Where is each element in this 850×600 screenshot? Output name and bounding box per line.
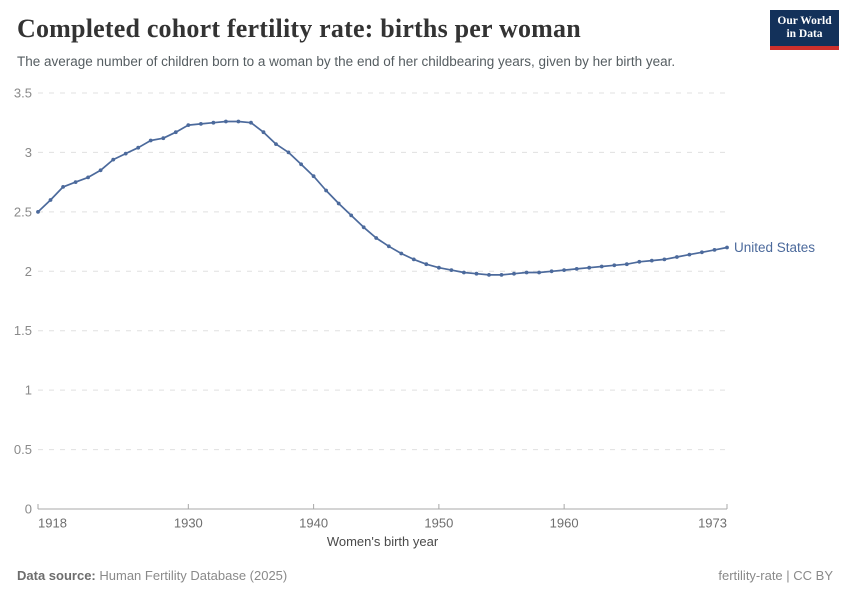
y-axis-tick-label: 0 — [25, 502, 32, 517]
data-point[interactable] — [599, 264, 604, 269]
data-point[interactable] — [712, 248, 717, 252]
data-point[interactable] — [675, 255, 679, 259]
data-point[interactable] — [374, 236, 379, 240]
data-point[interactable] — [700, 250, 704, 255]
data-point[interactable] — [562, 268, 566, 272]
page-title: Completed cohort fertility rate: births … — [17, 14, 581, 43]
data-point[interactable] — [224, 119, 228, 124]
data-point[interactable] — [537, 270, 541, 275]
y-axis-tick-label: 2.5 — [14, 204, 32, 219]
data-point[interactable] — [574, 267, 579, 271]
credit-link[interactable]: fertility-rate | CC BY — [718, 568, 833, 583]
data-source-value: Human Fertility Database (2025) — [99, 568, 288, 583]
data-point[interactable] — [299, 162, 303, 167]
data-point[interactable] — [186, 123, 191, 127]
data-point[interactable] — [36, 210, 40, 214]
data-point[interactable] — [386, 244, 391, 249]
x-axis-tick-label: 1950 — [424, 516, 453, 531]
data-source-label: Data source: — [17, 568, 96, 583]
data-point[interactable] — [161, 136, 166, 141]
data-point[interactable] — [549, 269, 554, 274]
data-point[interactable] — [199, 122, 203, 126]
data-point[interactable] — [349, 213, 354, 218]
data-point[interactable] — [687, 252, 692, 257]
data-point[interactable] — [336, 201, 341, 206]
page-subtitle: The average number of children born to a… — [17, 54, 676, 69]
owid-logo-line2: in Data — [786, 28, 823, 40]
data-point[interactable] — [612, 263, 617, 268]
data-point[interactable] — [86, 175, 90, 180]
data-point[interactable] — [637, 259, 642, 264]
data-point[interactable] — [98, 168, 103, 173]
y-axis-tick-label: 1 — [25, 383, 32, 398]
x-axis-tick-label: 1960 — [550, 516, 579, 531]
data-point[interactable] — [236, 119, 241, 124]
data-point[interactable] — [324, 188, 328, 193]
data-point[interactable] — [512, 271, 516, 276]
y-axis-tick-label: 1.5 — [14, 323, 32, 338]
data-point[interactable] — [662, 257, 667, 262]
data-point[interactable] — [173, 130, 178, 135]
data-point[interactable] — [424, 262, 429, 267]
data-point[interactable] — [437, 265, 441, 270]
data-point[interactable] — [524, 270, 529, 275]
owid-logo[interactable]: Our World in Data — [770, 10, 839, 50]
data-point[interactable] — [449, 268, 454, 272]
x-axis-tick-label: 1930 — [174, 516, 203, 531]
data-point[interactable] — [261, 130, 266, 135]
data-point[interactable] — [411, 257, 416, 262]
y-axis-tick-label: 3.5 — [14, 86, 32, 101]
owid-logo-line1: Our World — [777, 14, 832, 27]
data-point[interactable] — [249, 120, 253, 125]
data-point[interactable] — [487, 273, 491, 277]
data-point[interactable] — [274, 142, 278, 147]
y-axis-tick-label: 3 — [25, 145, 32, 160]
data-point[interactable] — [499, 273, 504, 277]
y-axis-tick-label: 0.5 — [14, 442, 32, 457]
data-source-note: Data source: Human Fertility Database (2… — [17, 568, 287, 583]
data-point[interactable] — [73, 180, 78, 185]
data-point[interactable] — [649, 258, 654, 263]
data-point[interactable] — [725, 245, 729, 250]
chart-footer: Data source: Human Fertility Database (2… — [17, 568, 833, 583]
data-point[interactable] — [148, 138, 153, 143]
data-point[interactable] — [587, 265, 592, 270]
data-point[interactable] — [211, 120, 216, 125]
data-point[interactable] — [123, 151, 128, 156]
series-entity-label[interactable]: United States — [734, 240, 815, 255]
series-line-united-states[interactable] — [37, 120, 728, 276]
data-point[interactable] — [136, 145, 141, 150]
data-point[interactable] — [286, 150, 291, 155]
data-point[interactable] — [474, 271, 479, 276]
x-axis-tick-label: 1918 — [38, 516, 67, 531]
data-point[interactable] — [462, 270, 466, 275]
data-point[interactable] — [61, 185, 65, 189]
data-point[interactable] — [399, 251, 404, 256]
x-axis-tick-label: 1973 — [698, 516, 727, 531]
data-point[interactable] — [111, 157, 116, 162]
data-point[interactable] — [361, 225, 366, 230]
data-point[interactable] — [624, 262, 629, 267]
data-point[interactable] — [311, 174, 316, 179]
y-axis-tick-label: 2 — [25, 264, 32, 279]
data-point[interactable] — [48, 198, 53, 202]
x-axis-tick-label: 1940 — [299, 516, 328, 531]
x-axis-title: Women's birth year — [327, 534, 439, 549]
